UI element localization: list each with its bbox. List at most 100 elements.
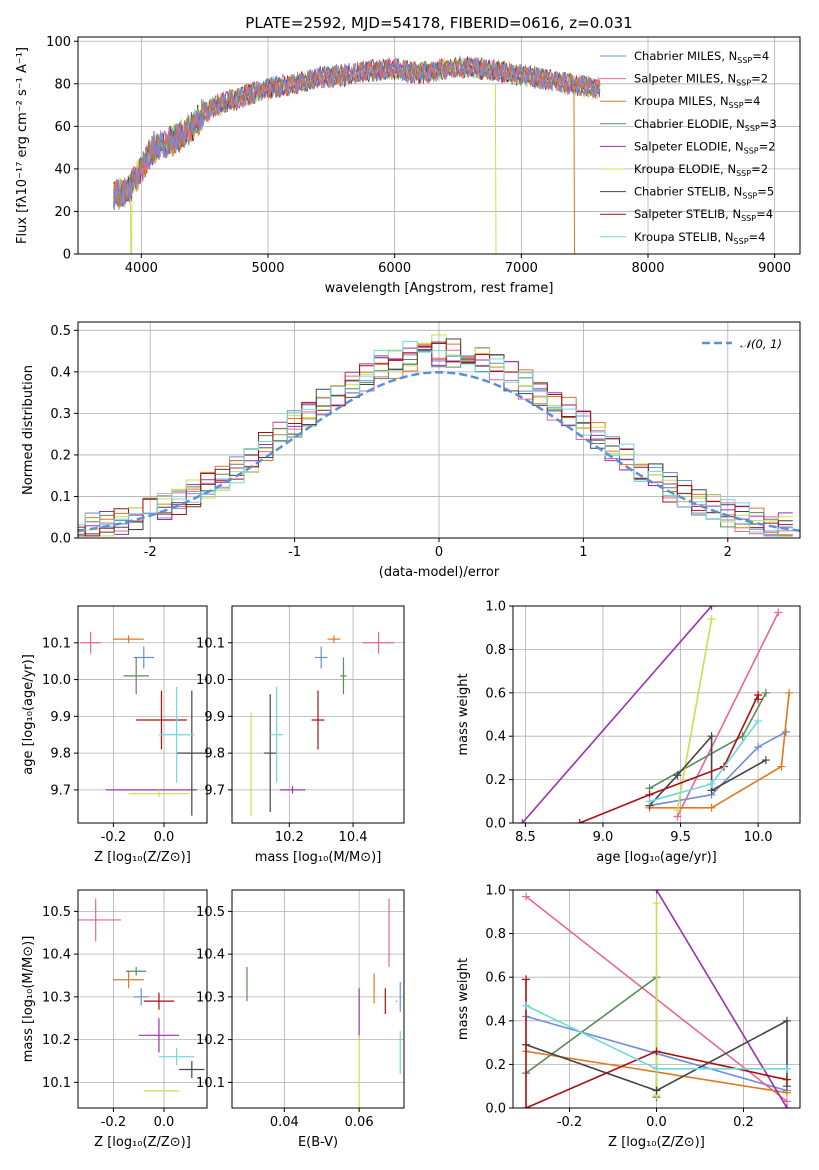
plus-marker	[707, 615, 716, 624]
plus-marker	[777, 762, 786, 771]
errorbar-point	[113, 971, 144, 989]
y-tick-label: 9.7	[204, 783, 225, 798]
y-axis-label: Flux [fλ10⁻¹⁷ erg cm⁻² s⁻¹ A⁻¹]	[15, 47, 30, 244]
spectrum-series-5	[113, 56, 601, 254]
errorbar-point	[133, 988, 149, 1006]
y-tick-label: 0.0	[485, 817, 506, 832]
y-tick-label: 0.8	[485, 927, 506, 942]
mass-weight-series-0	[649, 731, 787, 807]
mass-weight-series-6	[525, 1019, 788, 1092]
y-tick-label: 40	[54, 162, 71, 177]
y-tick-label: 10.3	[42, 990, 71, 1005]
y-tick-label: 10.1	[42, 1076, 71, 1091]
axes-frame	[77, 321, 801, 539]
histogram-series-7	[78, 341, 793, 537]
panel-age-vs-Z: -0.2 0.0 9.7 9.8 9.9 10.0 10.1 Z [log₁₀(Z/Z⊙)] a…	[21, 605, 208, 865]
legend-entry: Kroupa ELODIE, NSSP=2	[634, 162, 768, 178]
x-axis-label: mass [log₁₀(M/M⊙)]	[255, 850, 382, 865]
gaussian-curve	[78, 371, 800, 532]
x-tick-label: 5000	[251, 261, 284, 276]
y-tick-label: 0.2	[485, 1058, 506, 1073]
x-axis-label: Z [log₁₀(Z/Z⊙)]	[94, 850, 191, 865]
gridlines	[78, 890, 207, 1108]
histogram-series-0	[78, 347, 793, 537]
x-tick-label: 10.4	[339, 830, 368, 845]
y-tick-label: 10.5	[42, 905, 71, 920]
mass-weight-series-7	[579, 694, 759, 823]
x-axis-label: Z [log₁₀(Z/Z⊙)]	[94, 1135, 191, 1150]
x-tick-label: 10.2	[275, 830, 304, 845]
panel-residuals: -2 -1 0 1 2 0.0 0.1 0.2 0.3 0.4 0.5 (data-model)/er…	[21, 321, 801, 580]
histogram-series-5	[78, 334, 793, 537]
x-tick-label: -2	[144, 545, 157, 560]
mass-weight-series-4	[655, 890, 788, 1108]
y-tick-label: 9.7	[50, 783, 71, 798]
plus-marker	[761, 756, 770, 765]
x-tick-label: -0.2	[557, 1115, 582, 1130]
x-tick-label: 0.0	[154, 830, 175, 845]
x-tick-label: 0.04	[270, 1115, 299, 1130]
plus-marker	[782, 1075, 791, 1084]
y-tick-label: 1.0	[485, 600, 506, 615]
x-tick-label: 1	[579, 545, 587, 560]
plus-marker	[645, 797, 654, 806]
y-tick-label: 0.8	[485, 643, 506, 658]
y-axis-label: age [log₁₀(age/yr)]	[21, 654, 36, 775]
axes-frame	[77, 36, 801, 255]
y-tick-label: 0.4	[485, 730, 506, 745]
legend-entry: Salpeter ELODIE, NSSP=2	[634, 139, 776, 155]
y-tick-label: 60	[54, 120, 71, 135]
x-axis-label: E(B-V)	[298, 1135, 338, 1150]
y-tick-label: 0.6	[485, 686, 506, 701]
errorbar-point	[250, 712, 252, 816]
y-tick-label: 100	[46, 35, 71, 50]
plus-marker	[774, 608, 783, 617]
y-tick-label: 10.3	[196, 990, 225, 1005]
legend-entry: Salpeter STELIB, NSSP=4	[634, 207, 773, 223]
y-tick-label: 20	[54, 205, 71, 220]
panel-mass-weight-vs-Z: -0.2 0.0 0.2 0.0 0.2 0.4 0.6 0.8 1.0 Z [log₁₀(Z/Z…	[456, 884, 801, 1150]
plus-marker	[518, 819, 527, 823]
plus-marker	[673, 771, 682, 780]
errorbar-point	[311, 690, 325, 750]
y-tick-label: 0.5	[50, 324, 71, 339]
errorbar-point	[126, 966, 147, 976]
errorbar-point	[340, 657, 347, 695]
plot-area	[78, 334, 800, 537]
plus-marker	[652, 890, 661, 894]
histogram-series-6	[78, 338, 793, 537]
panel-mass-weight-vs-age: 8.5 9.0 9.5 10.0 0.0 0.2 0.4 0.6 0.8 1.0 age [log₁…	[456, 600, 801, 865]
axes-frame	[231, 605, 405, 824]
errorbar-point	[128, 789, 190, 798]
axes-frame	[512, 889, 801, 1109]
y-tick-label: 0	[63, 248, 71, 263]
y-tick-label: 10.5	[196, 905, 225, 920]
histogram-series-4	[78, 346, 793, 536]
y-tick-label: 0.2	[485, 773, 506, 788]
errorbar-point	[279, 786, 306, 794]
plus-marker	[738, 732, 747, 741]
errorbar-point	[362, 631, 395, 654]
errorbar-point	[263, 694, 277, 812]
spectrum-series-1	[113, 57, 601, 210]
errorbar-point	[123, 657, 149, 695]
y-tick-label: 10.2	[42, 1033, 71, 1048]
plus-marker	[707, 732, 716, 741]
errorbar-point	[133, 646, 154, 669]
spectrum-drop-kroupa-miles	[573, 83, 576, 254]
errorbar-point	[158, 1048, 195, 1066]
plus-marker	[754, 695, 763, 704]
panel-mass-vs-Z: -0.2 0.0 10.1 10.2 10.3 10.4 10.5 Z [log₁₀(Z/Z⊙…	[21, 889, 208, 1150]
y-tick-label: 10.0	[42, 673, 71, 688]
axes-frame	[77, 889, 208, 1109]
spectrum-series-0	[113, 54, 601, 211]
legend-entry: Chabrier MILES, NSSP=4	[634, 49, 769, 65]
chart-title: PLATE=2592, MJD=54178, FIBERID=0616, z=0…	[245, 14, 632, 32]
x-tick-label: 9.5	[670, 830, 691, 845]
plus-marker	[575, 819, 584, 823]
x-tick-label: 8.5	[515, 830, 536, 845]
panel-age-vs-mass: 10.2 10.4 9.7 9.8 9.9 10.0 10.1 mass [log₁₀(M/M…	[196, 605, 405, 865]
errorbar-point	[78, 898, 121, 942]
plus-marker	[761, 688, 770, 697]
y-tick-label: 10.1	[42, 636, 71, 651]
